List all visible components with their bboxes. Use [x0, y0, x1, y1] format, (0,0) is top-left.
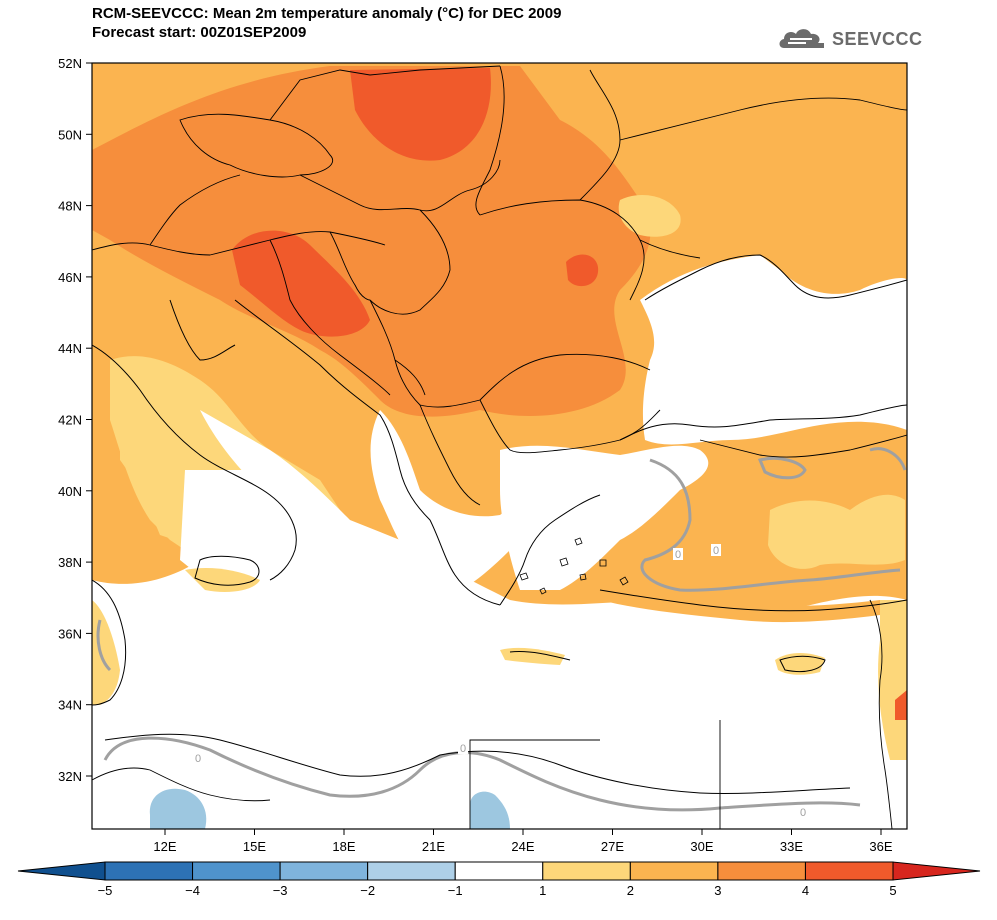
lat-tick-label: 34N: [58, 698, 82, 713]
lon-tick-label: 27E: [601, 839, 624, 854]
seevccc-logo: SEEVCCC: [776, 24, 923, 54]
black-sea-white: [640, 255, 907, 445]
map-field: [92, 63, 907, 829]
latitude-axis: 52N 50N 48N 46N 44N 42N 40N 38N 36N 34N 32N: [58, 56, 92, 784]
colorbar-label: 2: [627, 883, 634, 898]
cloud-icon: [779, 29, 824, 48]
contour-label-bg: [798, 806, 808, 818]
colorbar-label: 4: [802, 883, 809, 898]
cool-spot-libya-west: [149, 788, 207, 829]
hotspot-levant: [895, 690, 907, 720]
lat-tick-label: 52N: [58, 56, 82, 71]
coast-fringe-crete: [500, 647, 565, 665]
coastlines: [92, 254, 907, 794]
lat-tick-label: 48N: [58, 199, 82, 214]
colorbar-box: [542, 861, 631, 881]
colorbar-label: −2: [360, 883, 375, 898]
anomaly-field-1-2-moldova: [618, 195, 681, 237]
colorbar-box: [454, 861, 544, 881]
lon-tick-label: 30E: [690, 839, 713, 854]
lon-tick-label: 24E: [511, 839, 534, 854]
aegean-islands: [519, 537, 629, 595]
colorbar-arrow-left: [17, 861, 106, 881]
lat-tick-label: 32N: [58, 769, 82, 784]
hotspot-poland: [350, 68, 491, 161]
lat-tick-label: 36N: [58, 626, 82, 641]
colorbar-box: [367, 861, 456, 881]
coast-fringe-italy: [120, 450, 175, 540]
longitude-axis: 12E 15E 18E 21E 24E 27E 30E 33E 36E: [153, 829, 893, 854]
colorbar: −5 −4 −3 −2 −1 1 2 3 4 5: [17, 861, 981, 898]
lat-tick-label: 38N: [58, 555, 82, 570]
coast-fringe-south-turkey: [600, 585, 880, 623]
colorbar-box: [629, 861, 719, 881]
coast-fringe-sicily: [185, 568, 260, 592]
lat-tick-label: 40N: [58, 484, 82, 499]
anomaly-field-1-2-turkey: [768, 494, 905, 569]
colorbar-label: 3: [714, 883, 721, 898]
country-borders: [92, 65, 907, 829]
contour-label: 0: [713, 545, 719, 557]
lon-tick-label: 33E: [780, 839, 803, 854]
colorbar-box: [192, 861, 281, 881]
lon-tick-label: 12E: [153, 839, 176, 854]
aegean-white: [500, 445, 709, 590]
colorbar-box: [717, 861, 806, 881]
colorbar-label: −3: [273, 883, 288, 898]
contour-label-bg: [458, 742, 468, 754]
contour-label: 0: [195, 753, 201, 765]
contour-label-bg: [673, 548, 683, 560]
hotspot-romania: [566, 254, 599, 287]
cool-spot-libya-east: [470, 791, 510, 829]
forecast-start-label: Forecast start: 00Z01SEP2009: [92, 24, 307, 41]
colorbar-label: 1: [539, 883, 546, 898]
map-frame: [91, 62, 908, 830]
logo-text: SEEVCCC: [832, 28, 923, 49]
tyrrhenian-white: [180, 470, 320, 600]
lat-tick-label: 44N: [58, 341, 82, 356]
lon-tick-label: 15E: [243, 839, 266, 854]
colorbar-label: 5: [889, 883, 896, 898]
lat-tick-label: 50N: [58, 127, 82, 142]
lon-tick-label: 21E: [422, 839, 445, 854]
map-title: RCM-SEEVCCC: Mean 2m temperature anomaly…: [92, 5, 562, 22]
lat-tick-label: 46N: [58, 270, 82, 285]
colorbar-label: −4: [185, 883, 200, 898]
contour-label-bg: [193, 752, 203, 764]
contour-labels: 0 0 0 0 0: [193, 544, 808, 819]
lat-tick-label: 42N: [58, 413, 82, 428]
lon-tick-label: 36E: [869, 839, 892, 854]
colorbar-label: −5: [98, 883, 113, 898]
colorbar-box: [279, 861, 369, 881]
contour-label: 0: [675, 549, 681, 561]
colorbar-box: [104, 861, 194, 881]
contour-label-bg: [711, 544, 721, 556]
hotspot-croatia: [232, 230, 370, 337]
contour-label: 0: [800, 807, 806, 819]
coast-fringe-cyprus: [775, 653, 825, 675]
colorbar-label: −1: [448, 883, 463, 898]
colorbar-arrow-right: [892, 861, 981, 881]
colorbar-box: [804, 861, 894, 881]
lon-tick-label: 18E: [332, 839, 355, 854]
contour-label: 0: [460, 743, 466, 755]
